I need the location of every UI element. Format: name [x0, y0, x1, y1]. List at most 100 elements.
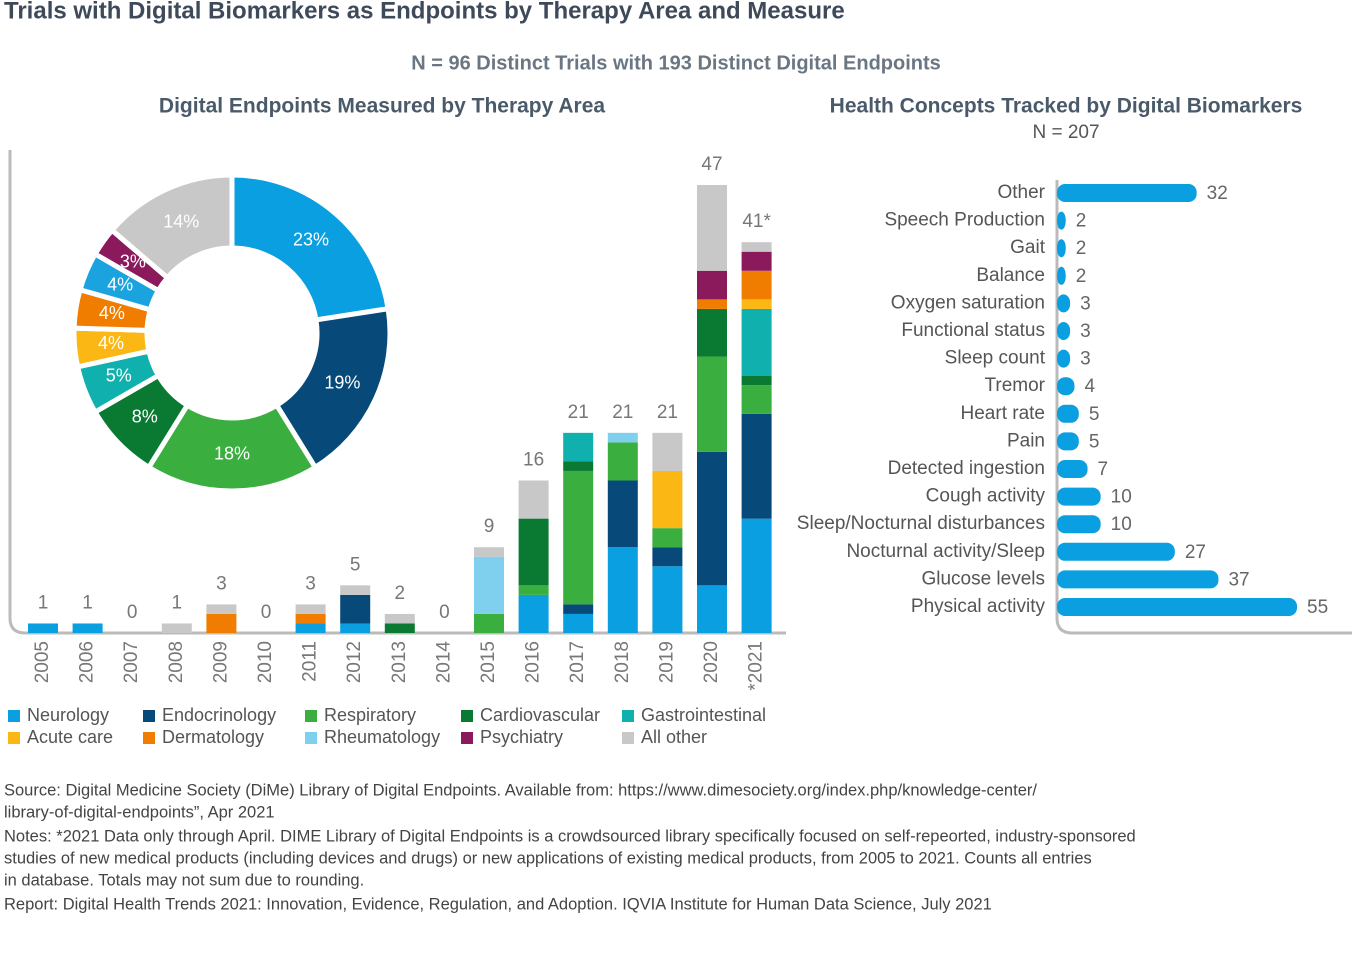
bar-segment	[652, 470, 683, 529]
bar-segment	[741, 242, 772, 252]
legend-label: Acute care	[27, 727, 113, 747]
legend-label: Dermatology	[162, 727, 264, 747]
value-label: 7	[1098, 459, 1109, 480]
y-tick-label: Sleep/Nocturnal disturbances	[797, 513, 1045, 534]
x-tick-label: 2007	[121, 641, 142, 683]
x-tick-label: 2017	[567, 641, 588, 683]
y-tick-label: Speech Production	[884, 210, 1045, 231]
donut-label: 4%	[99, 303, 125, 323]
bar-segment	[206, 613, 237, 633]
legend-label: Neurology	[27, 705, 109, 725]
bar	[1057, 266, 1066, 285]
y-tick-label: Pain	[1007, 430, 1045, 451]
footnote: in database. Totals may not sum due to r…	[4, 871, 364, 889]
legend-swatch	[622, 710, 634, 722]
value-label: 32	[1207, 183, 1228, 204]
bar	[1057, 211, 1066, 230]
footnote: Source: Digital Medicine Society (DiMe) …	[4, 781, 1037, 799]
bar-segment	[607, 547, 638, 633]
legend-swatch	[461, 732, 473, 744]
x-tick-label: 2018	[612, 641, 633, 683]
donut-label: 5%	[106, 366, 132, 386]
legend-label: Respiratory	[324, 705, 416, 725]
bar-segment	[697, 451, 727, 586]
bar	[1057, 487, 1101, 506]
bar	[1057, 515, 1101, 534]
bar-segment	[741, 375, 772, 386]
bar-segment	[518, 585, 549, 595]
legend-swatch	[143, 710, 155, 722]
value-label: 2	[1076, 211, 1087, 232]
x-tick-label: 2014	[433, 641, 454, 684]
donut-slice	[229, 172, 391, 323]
legend-swatch	[305, 710, 317, 722]
bar-segment	[697, 356, 727, 452]
donut-label: 19%	[324, 373, 360, 393]
bar-segment	[474, 613, 504, 633]
bar-segment	[697, 585, 727, 633]
bar-segment	[741, 385, 772, 414]
bar-segment	[652, 566, 683, 633]
bar-total: 21	[612, 402, 633, 423]
x-tick-label: 2016	[523, 641, 544, 683]
bar-segment	[741, 413, 772, 519]
x-tick-label: 2020	[701, 641, 722, 683]
y-tick-label: Functional status	[901, 320, 1045, 341]
bar-total: 3	[305, 573, 316, 594]
bar-total: 1	[82, 592, 93, 613]
bar-total: 47	[701, 154, 722, 175]
legend-swatch	[461, 710, 473, 722]
bar-segment	[161, 623, 192, 633]
donut-label: 4%	[107, 274, 133, 294]
hbar-title: Health Concepts Tracked by Digital Bioma…	[830, 95, 1303, 118]
bar-segment	[518, 518, 549, 586]
bar-segment	[741, 518, 772, 633]
donut-label: 8%	[132, 406, 158, 426]
x-tick-label: 2011	[300, 641, 321, 682]
value-label: 55	[1307, 597, 1328, 618]
legend-swatch	[8, 732, 20, 744]
donut-label: 23%	[293, 229, 329, 249]
value-label: 3	[1080, 293, 1091, 314]
y-tick-label: Glucose levels	[921, 568, 1045, 589]
legend-label: All other	[641, 727, 707, 747]
value-label: 37	[1228, 569, 1249, 590]
y-tick-label: Physical activity	[911, 596, 1046, 617]
bar-segment	[563, 613, 594, 633]
bar-segment	[607, 442, 638, 481]
bar-total: 21	[568, 402, 589, 423]
donut-label: 4%	[98, 333, 124, 353]
value-label: 10	[1111, 514, 1132, 535]
donut-label: 18%	[214, 443, 250, 463]
y-tick-label: Cough activity	[926, 486, 1046, 507]
bar-total: 3	[216, 573, 227, 594]
bar-segment	[72, 623, 103, 633]
bar-segment	[607, 480, 638, 548]
legend-label: Endocrinology	[162, 705, 276, 725]
bar-total: 21	[657, 402, 678, 423]
bar-segment	[741, 270, 772, 300]
bar-segment	[295, 623, 326, 633]
page-title: Trials with Digital Biomarkers as Endpoi…	[4, 0, 845, 24]
y-tick-label: Detected ingestion	[888, 458, 1045, 479]
donut-slice	[274, 306, 393, 470]
bar-total: 1	[172, 592, 183, 613]
x-tick-label: 2012	[344, 641, 365, 683]
y-tick-label: Sleep count	[945, 348, 1046, 369]
hbar-subtitle: N = 207	[1032, 122, 1099, 143]
bar	[1057, 322, 1071, 340]
bar-segment	[340, 623, 371, 633]
bar-segment	[474, 556, 504, 614]
y-tick-label: Oxygen saturation	[891, 292, 1045, 313]
bar-total: 16	[523, 450, 544, 471]
value-label: 3	[1080, 349, 1091, 370]
bar-total: 2	[395, 583, 406, 604]
bar-segment	[563, 470, 594, 605]
x-tick-label: 2019	[656, 641, 677, 683]
bar-total: 9	[484, 516, 495, 537]
bar	[1057, 598, 1297, 616]
bar-total: 5	[350, 554, 361, 575]
bar	[1057, 404, 1079, 423]
bar-segment	[518, 480, 549, 519]
y-tick-label: Balance	[976, 265, 1045, 286]
